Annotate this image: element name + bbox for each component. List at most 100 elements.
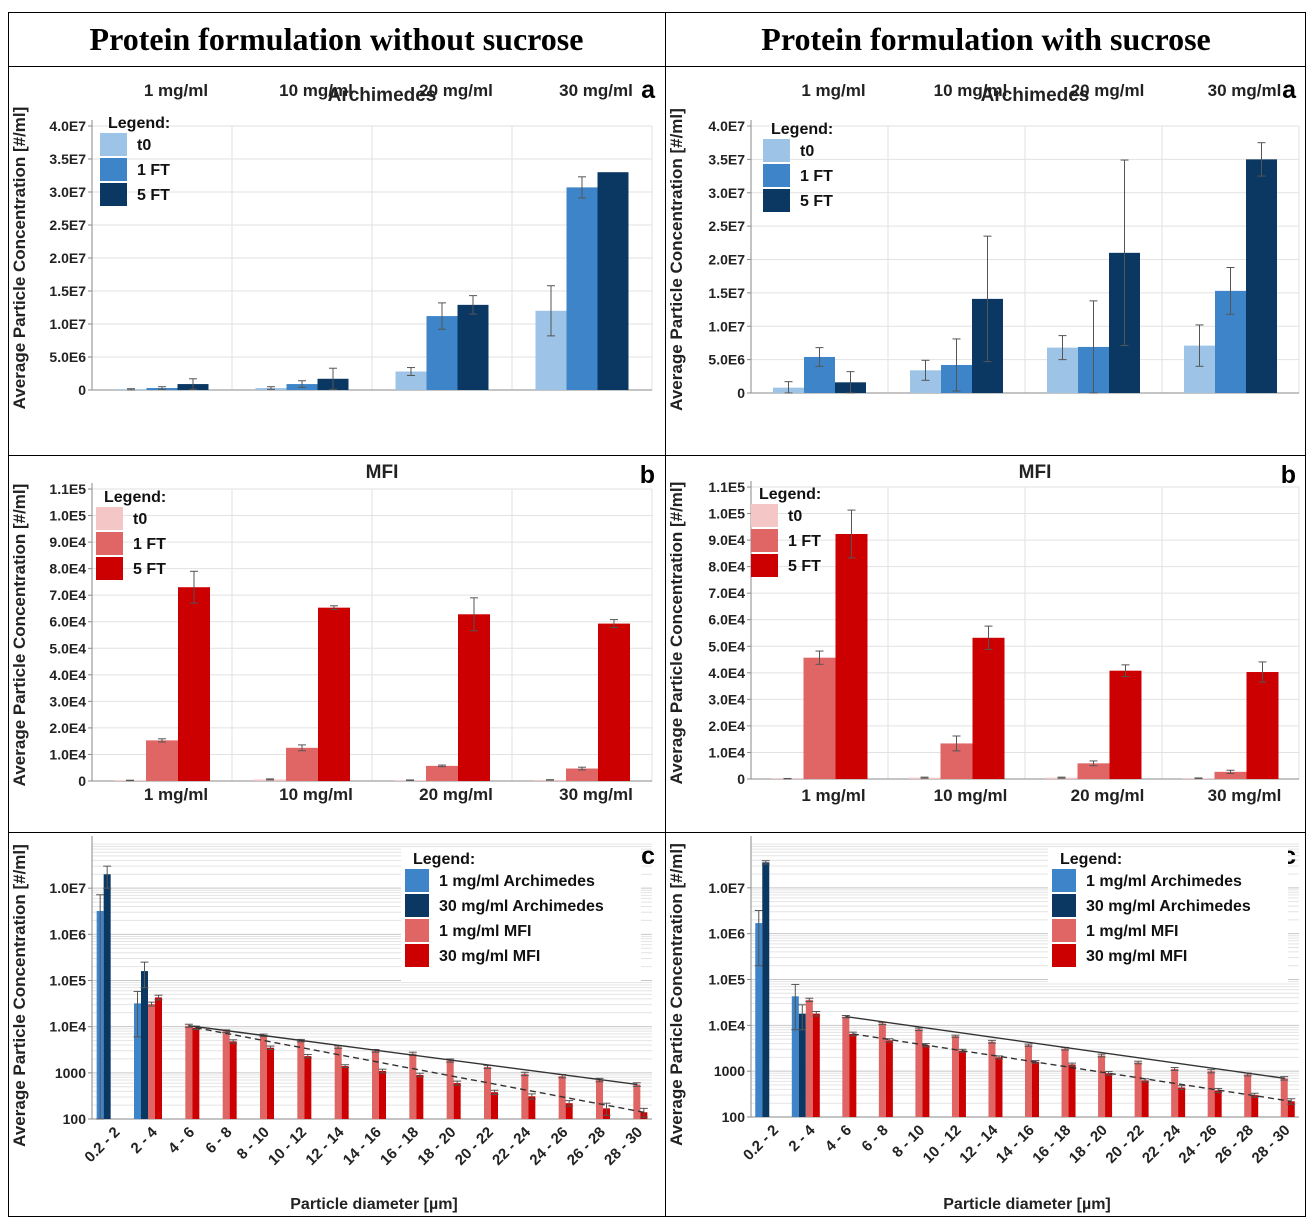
x-tick-label: 4 - 6 bbox=[822, 1122, 855, 1155]
bar bbox=[458, 614, 490, 781]
y-tick-label: 9.0E4 bbox=[49, 534, 86, 550]
y-tick-label: 1.0E5 bbox=[708, 506, 745, 522]
legend-swatch bbox=[100, 158, 127, 181]
legend-label: 1 FT bbox=[133, 536, 166, 553]
x-tick-label: 10 - 12 bbox=[265, 1124, 310, 1169]
legend-title: Legend: bbox=[771, 121, 833, 138]
bar bbox=[1207, 1071, 1215, 1117]
legend-swatch bbox=[751, 504, 778, 527]
bar bbox=[304, 1056, 312, 1119]
bar bbox=[528, 1096, 536, 1119]
bar bbox=[334, 1047, 342, 1119]
y-tick-label: 100 bbox=[63, 1111, 87, 1127]
bar bbox=[379, 1070, 386, 1119]
y-tick-label: 1.0E7 bbox=[49, 316, 86, 332]
bar bbox=[297, 1040, 305, 1119]
y-axis-label: Average Particle Concentration [#/ml] bbox=[667, 108, 686, 411]
legend-swatch bbox=[763, 189, 790, 212]
x-tick-label: 10 - 12 bbox=[920, 1122, 965, 1167]
bar bbox=[1244, 1074, 1252, 1117]
bar bbox=[141, 971, 148, 1119]
x-tick-label: 14 - 16 bbox=[993, 1122, 1038, 1167]
x-tick-label: 20 mg/ml bbox=[419, 81, 493, 100]
x-tick-label: 20 mg/ml bbox=[1071, 786, 1145, 805]
y-tick-label: 1.0E5 bbox=[49, 973, 86, 989]
y-tick-label: 4.0E4 bbox=[708, 665, 745, 681]
bar bbox=[951, 1036, 959, 1117]
bar bbox=[566, 187, 598, 390]
bar bbox=[915, 1029, 923, 1117]
bar bbox=[755, 923, 763, 1117]
legend-swatch bbox=[96, 507, 123, 530]
bar bbox=[426, 765, 458, 781]
x-tick-label: 20 mg/ml bbox=[419, 785, 493, 804]
chart-right-a: 0 5.0E6 1.0E7 1.5E7 2.0E7 2.5E7 3.0E7 3.5E7 4.0E… bbox=[667, 68, 1304, 453]
legend-label: 1 FT bbox=[800, 168, 833, 185]
legend-label: 1 mg/ml MFI bbox=[1086, 923, 1178, 940]
bar bbox=[596, 1079, 603, 1119]
bar bbox=[1280, 1078, 1288, 1117]
x-tick-label: 10 mg/ml bbox=[279, 785, 353, 804]
bar bbox=[103, 874, 111, 1119]
legend-label: t0 bbox=[137, 137, 151, 154]
legend-swatch bbox=[1052, 869, 1076, 892]
y-tick-label: 7.0E4 bbox=[49, 587, 86, 603]
y-tick-label: 1.5E7 bbox=[49, 283, 86, 299]
legend-swatch bbox=[405, 919, 429, 942]
legend-swatch bbox=[763, 164, 790, 187]
bar bbox=[155, 997, 162, 1119]
bar bbox=[148, 1003, 155, 1119]
legend-label: 1 FT bbox=[137, 162, 170, 179]
chart-svg: 100 1000 1.0E4 1.0E5 1.0E6 1.0E7 Average Parti… bbox=[667, 836, 1299, 1213]
y-tick-label: 8.0E4 bbox=[708, 559, 745, 575]
x-tick-label: 10 mg/ml bbox=[934, 81, 1008, 100]
chart-left-a: 0 5.0E6 1.0E7 1.5E7 2.0E7 2.5E7 3.0E7 3.5E7 4.0E… bbox=[10, 68, 663, 453]
legend-label: 30 mg/ml Archimedes bbox=[1086, 898, 1251, 915]
x-tick-label: 18 - 20 bbox=[1066, 1122, 1111, 1167]
legend-box bbox=[401, 848, 641, 982]
bar bbox=[849, 1033, 857, 1117]
chart-svg: 0 1.0E4 2.0E4 3.0E4 4.0E4 5.0E4 6.0E4 7.0E4 8.0E… bbox=[10, 461, 655, 804]
y-axis-label: Average Particle Concentration [#/ml] bbox=[667, 482, 686, 785]
bar bbox=[446, 1060, 454, 1119]
y-tick-label: 6.0E4 bbox=[49, 614, 86, 630]
y-tick-label: 3.0E4 bbox=[708, 691, 745, 707]
chart-svg: 0 5.0E6 1.0E7 1.5E7 2.0E7 2.5E7 3.0E7 3.5E7 4.0E… bbox=[667, 76, 1300, 411]
x-tick-label: 2 - 4 bbox=[128, 1123, 162, 1157]
bar bbox=[762, 862, 770, 1117]
bar bbox=[633, 1084, 641, 1119]
bar bbox=[597, 172, 629, 390]
y-tick-label: 1.1E5 bbox=[49, 481, 86, 497]
bar bbox=[318, 607, 350, 781]
bar bbox=[805, 999, 813, 1117]
y-tick-label: 0 bbox=[78, 382, 86, 398]
bar bbox=[185, 1025, 193, 1119]
legend-title: Legend: bbox=[413, 851, 475, 868]
x-tick-label: 1 mg/ml bbox=[144, 785, 208, 804]
x-tick-label: 12 - 14 bbox=[956, 1121, 1002, 1167]
y-tick-label: 3.0E4 bbox=[49, 693, 86, 709]
x-tick-label: 1 mg/ml bbox=[144, 81, 208, 100]
y-axis-label: Average Particle Concentration [#/ml] bbox=[10, 844, 29, 1147]
y-tick-label: 2.0E4 bbox=[708, 718, 745, 734]
legend-label: 5 FT bbox=[137, 187, 170, 204]
legend-label: 1 mg/ml Archimedes bbox=[439, 873, 595, 890]
bar bbox=[146, 740, 178, 781]
y-tick-label: 2.0E7 bbox=[708, 252, 745, 268]
x-axis-label: Particle diameter [µm] bbox=[290, 1196, 458, 1213]
bar bbox=[395, 371, 427, 390]
y-tick-label: 100 bbox=[722, 1109, 746, 1125]
legend-swatch bbox=[100, 183, 127, 206]
trendline bbox=[845, 1015, 1285, 1079]
bar bbox=[972, 637, 1005, 779]
row-divider bbox=[8, 832, 1306, 833]
chart-left-b: 0 1.0E4 2.0E4 3.0E4 4.0E4 5.0E4 6.0E4 7.0E4 8.0E… bbox=[10, 457, 663, 832]
legend-label: 5 FT bbox=[800, 193, 833, 210]
bar bbox=[1214, 771, 1247, 779]
legend-box bbox=[1048, 848, 1288, 982]
bar bbox=[1214, 1090, 1222, 1117]
bar bbox=[521, 1073, 529, 1119]
bar bbox=[286, 747, 318, 781]
y-tick-label: 8.0E4 bbox=[49, 561, 86, 577]
x-tick-label: 6 - 8 bbox=[858, 1122, 891, 1155]
